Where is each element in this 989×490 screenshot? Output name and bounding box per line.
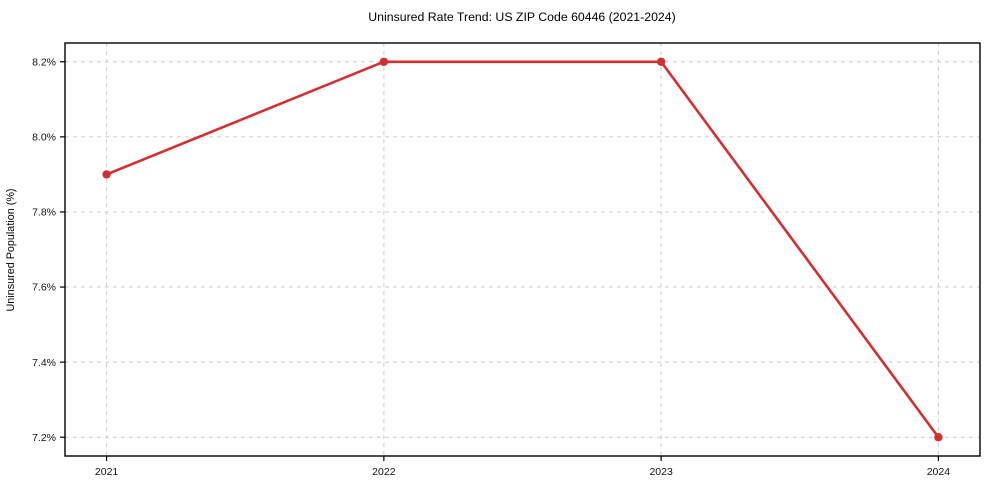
y-tick-label: 8.0% xyxy=(32,132,56,144)
y-tick-label: 7.2% xyxy=(32,432,56,444)
x-tick-label: 2023 xyxy=(649,466,673,478)
chart-title: Uninsured Rate Trend: US ZIP Code 60446 … xyxy=(368,10,675,24)
data-point xyxy=(656,57,666,66)
y-tick-label: 7.6% xyxy=(32,282,56,294)
y-tick-label: 7.8% xyxy=(32,207,56,219)
data-point xyxy=(379,57,389,66)
y-tick-label: 7.4% xyxy=(32,357,56,369)
y-tick-label: 8.2% xyxy=(32,56,56,68)
data-point xyxy=(934,433,943,442)
plot-area: 8.2% 8.0% 7.8% 7.6% 7.4% 7.2% 2021 2022 2023 2024 xyxy=(32,42,981,478)
plot-border xyxy=(64,42,981,457)
x-tick-label: 2024 xyxy=(927,466,951,478)
x-tick-label: 2021 xyxy=(95,466,119,478)
x-tick-label: 2022 xyxy=(372,466,396,478)
y-axis-label: Uninsured Population (%) xyxy=(5,188,17,311)
trend-line xyxy=(105,60,940,439)
data-point xyxy=(102,170,111,179)
